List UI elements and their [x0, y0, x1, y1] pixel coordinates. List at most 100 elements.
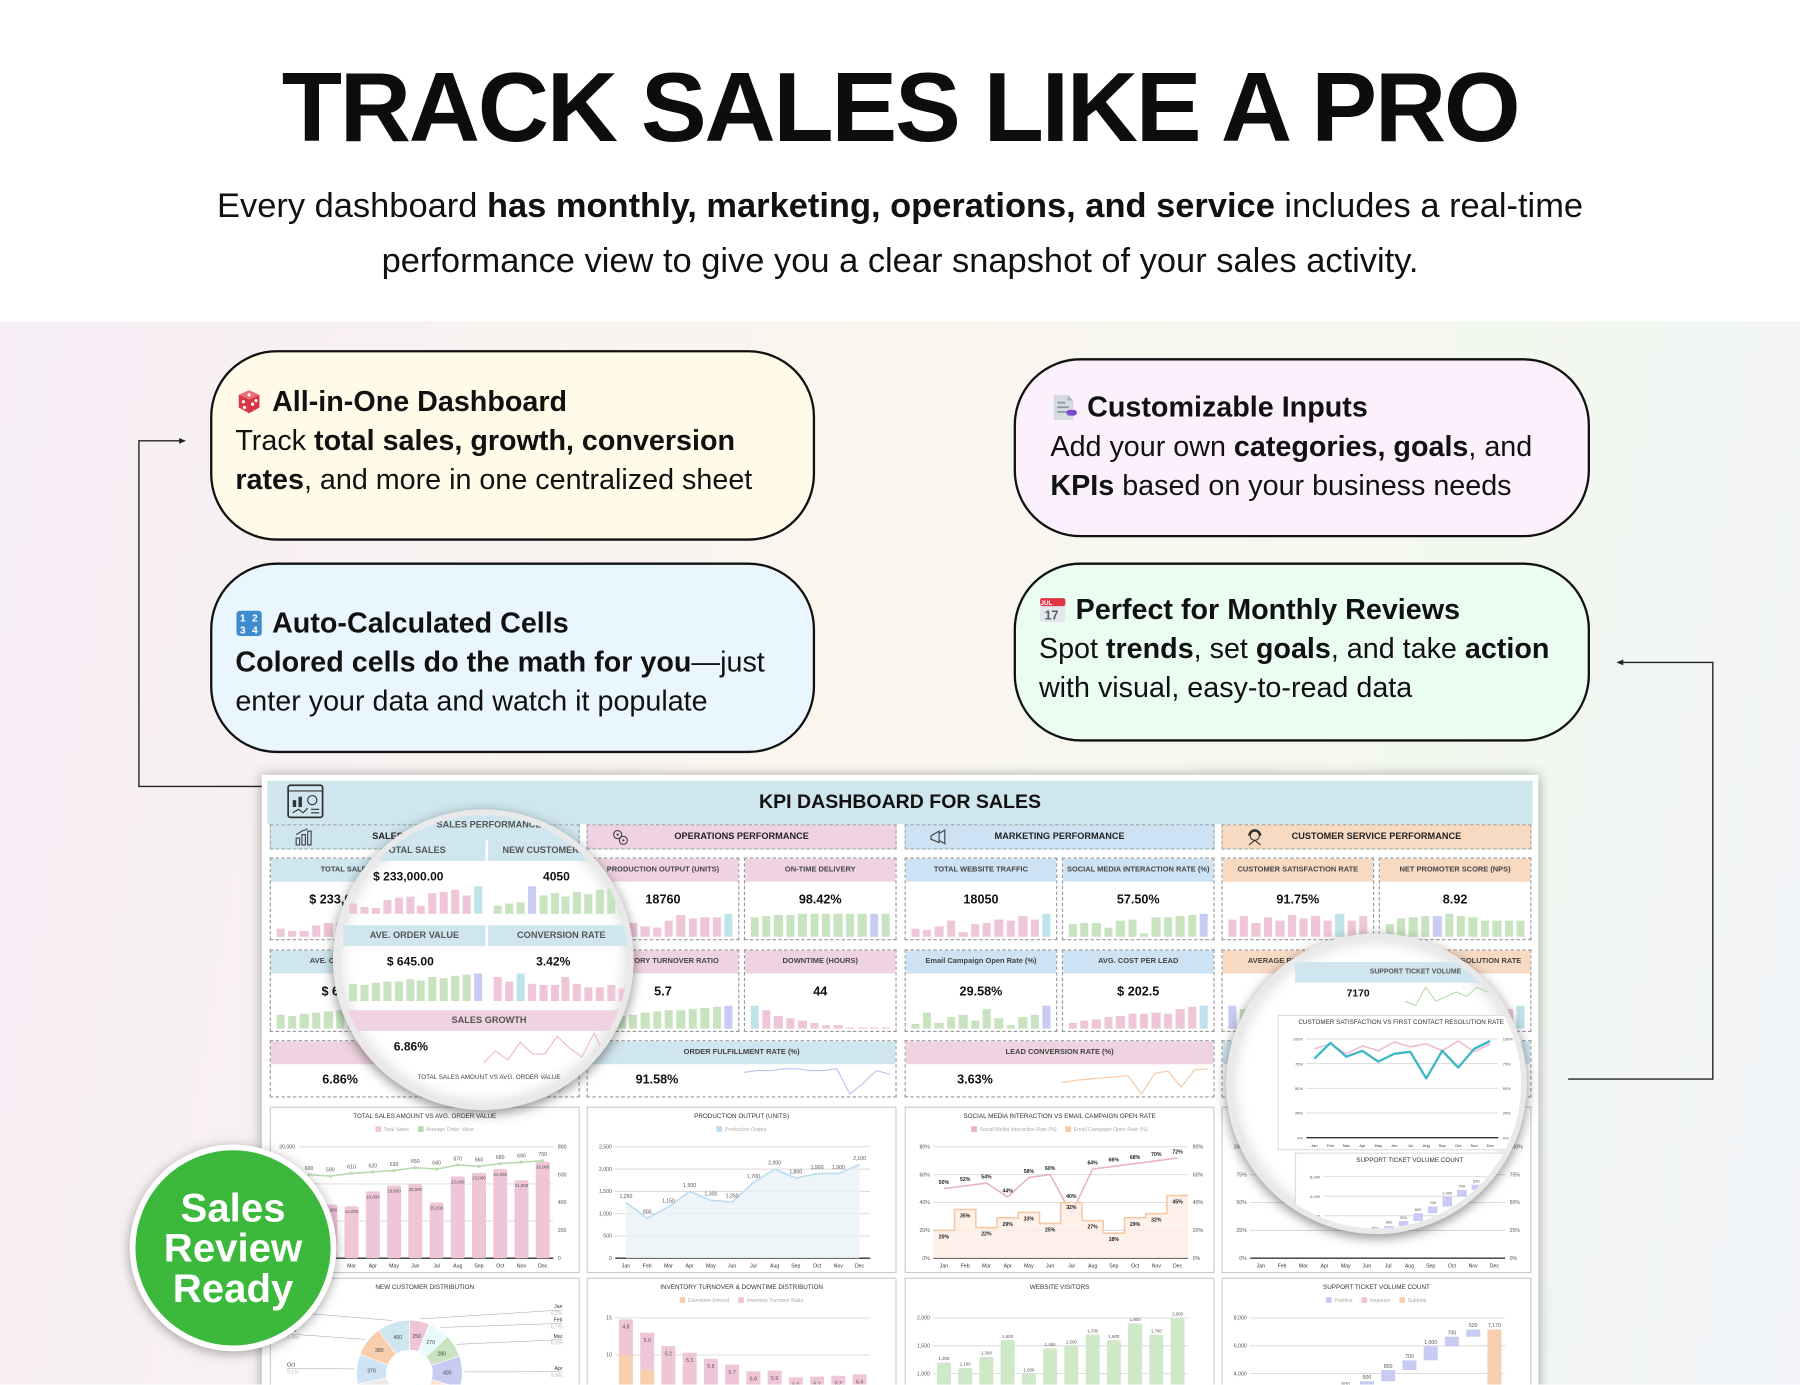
- spark-bar: [1312, 916, 1320, 937]
- point-value-label: 600: [305, 1166, 314, 1172]
- bar-value-label: 18,000: [366, 1194, 380, 1199]
- chart-inventory-turnover-downtime-distribution: INVENTORY TURNOVER & DOWNTIME DISTRIBUTI…: [587, 1278, 897, 1385]
- spark-bar: [995, 919, 1003, 936]
- magnified-chart-title: TOTAL SALES AMOUNT VS AVG. ORDER VALUE: [339, 1075, 634, 1082]
- sparkline-svg: [1061, 1066, 1209, 1096]
- kpi-value: 18050: [906, 893, 1056, 907]
- magnified-sparkbars: [492, 886, 627, 914]
- kpi-label: NET PROMOTER SCORE (NPS): [1380, 859, 1530, 882]
- chart-title: SUPPORT TICKET VOLUME COUNT: [1223, 1285, 1531, 1292]
- spark-bar: [1228, 919, 1236, 937]
- bar-value-label: 1,600: [1002, 1334, 1014, 1339]
- magnified-new-customers-value: 4050: [543, 870, 570, 884]
- point-value-label: 640: [432, 1161, 441, 1167]
- spark-bar: [517, 974, 525, 1002]
- kpi-tile: Email Campaign Open Rate (%)29.58%: [905, 949, 1058, 1032]
- magnified-tile-header: TOTAL SALES: [343, 840, 485, 861]
- point-value-label: 1,900: [832, 1165, 845, 1171]
- point-value-label: 32%: [1151, 1218, 1162, 1224]
- bar-value-label: 1,000: [1442, 1190, 1453, 1195]
- bar-value-label: 700: [1458, 1184, 1465, 1189]
- sparkline: [1062, 1069, 1208, 1094]
- bar-value-label: 5.3: [686, 1358, 693, 1364]
- spark-bar: [810, 914, 818, 937]
- x-tick-label: Aug: [1423, 1143, 1430, 1148]
- bar: [1107, 1340, 1121, 1384]
- spark-bar: [451, 976, 459, 1001]
- kpi-tile: TOTAL WEBSITE TRAFFIC 18050: [905, 858, 1058, 941]
- bar: [472, 1173, 486, 1258]
- point-value-label: 680: [496, 1155, 505, 1161]
- bar-value-label: 7,170: [1488, 1323, 1501, 1329]
- spark-bar: [1152, 918, 1160, 937]
- spark-bar: [971, 924, 979, 937]
- spark-bar: [629, 1015, 637, 1029]
- waterfall-bar: [1428, 1206, 1438, 1213]
- subtitle-text: Every dashboard: [217, 187, 487, 225]
- waterfall-bar: [1360, 1381, 1374, 1384]
- x-tick-label: Oct: [1448, 1263, 1457, 1269]
- point-value-label: 1,260: [726, 1193, 739, 1199]
- spark-bar: [474, 886, 482, 914]
- kpi-tile: SOCIAL MEDIA INTERACTION RATE (%)57.50%: [1062, 858, 1215, 941]
- y2-tick-label: 0: [558, 1256, 561, 1262]
- slice-category-label: Jan: [554, 1304, 562, 1310]
- badge-text: Ready: [135, 1268, 330, 1308]
- spark-bar: [641, 927, 649, 937]
- y-tick-label: 10: [606, 1353, 612, 1359]
- kpi-label: AVG. COST PER LEAD: [1063, 951, 1213, 974]
- magnified-total-sales-value: $ 233,000.00: [373, 870, 443, 884]
- point-value-label: 35%: [960, 1214, 971, 1220]
- spark-bar: [312, 926, 320, 937]
- spark-bar: [653, 927, 661, 936]
- x-tick-label: Oct: [813, 1263, 822, 1269]
- kpi-value: 44: [745, 985, 895, 999]
- y-tick-label: 500: [603, 1234, 612, 1240]
- point-value-label: 18%: [1109, 1237, 1120, 1243]
- bar-value-label: 20,000: [409, 1187, 423, 1192]
- spark-bar: [551, 985, 559, 1001]
- y-tick-label: 4,000: [1310, 1213, 1321, 1218]
- card-text: with visual, easy-to-read data: [1039, 672, 1412, 704]
- spark-bar: [551, 893, 559, 914]
- chart-title: INVENTORY TURNOVER & DOWNTIME DISTRIBUTI…: [588, 1285, 896, 1292]
- bar-value-label: 1,500: [1066, 1339, 1078, 1344]
- x-tick-label: Apr: [1004, 1263, 1012, 1269]
- spark-bar: [406, 979, 414, 1001]
- spark-bar: [1517, 921, 1525, 937]
- waterfall-bar: [1466, 1329, 1480, 1336]
- magnified-tile-header: AVE. ORDER VALUE: [343, 925, 485, 946]
- point-value-label: 70%: [1151, 1152, 1162, 1158]
- legend-swatch: [680, 1297, 686, 1303]
- slice-percent-label: 6.9%: [551, 1341, 563, 1347]
- line-point: [350, 1172, 353, 1175]
- spark-bar: [462, 895, 470, 914]
- point-value-label: 700: [538, 1152, 547, 1158]
- kpi-sparkbars: [909, 1006, 1052, 1029]
- magnified-sparkbars: [348, 974, 483, 1002]
- x-tick-label: Jun: [411, 1263, 419, 1269]
- leader-line: [287, 1334, 366, 1340]
- svg-text:4: 4: [252, 626, 258, 637]
- legend-item: Average Order Value: [418, 1126, 474, 1132]
- chart-title: CUSTOMER SATISFACTION VS FIRST CONTACT R…: [1279, 1019, 1524, 1026]
- bar-value-label: 23,000: [472, 1176, 486, 1181]
- magnified-chart-support-tickets: SUPPORT TICKET VOLUME COUNT 02,0004,0006…: [1295, 1153, 1525, 1235]
- bar-value-label: 26,000: [536, 1165, 550, 1170]
- card-title-row: Customizable Inputs: [1050, 388, 1564, 427]
- point-value-label: 1,800: [789, 1169, 802, 1175]
- bar-value-label: 6.0: [792, 1382, 799, 1384]
- spark-bar: [1104, 927, 1112, 937]
- kpi-tile: AVG. COST PER LEAD$ 202.5: [1062, 949, 1215, 1032]
- point-value-label: 1,500: [683, 1183, 696, 1189]
- x-tick-label: May: [1024, 1263, 1034, 1269]
- kpi-label: SOCIAL MEDIA INTERACTION RATE (%): [1063, 859, 1213, 882]
- point-value-label: 27%: [1087, 1225, 1098, 1231]
- x-tick-label: Nov: [1152, 1263, 1162, 1269]
- bar-value-label: 1,200: [938, 1356, 950, 1361]
- kpi-label: TOTAL WEBSITE TRAFFIC: [906, 859, 1056, 882]
- spark-bar: [288, 1015, 296, 1028]
- legend-swatch: [1362, 1297, 1368, 1303]
